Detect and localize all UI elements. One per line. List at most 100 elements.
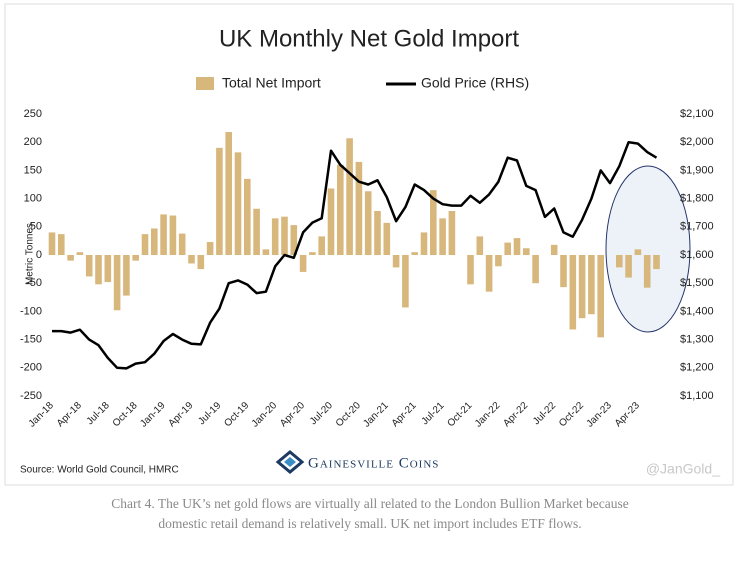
y2-tick-label: $2,000 bbox=[680, 136, 714, 148]
bar bbox=[504, 242, 511, 255]
y-tick-label: 250 bbox=[24, 108, 42, 120]
bar bbox=[113, 255, 121, 311]
y-tick-label: -200 bbox=[20, 362, 42, 374]
watermark: @JanGold_ bbox=[646, 461, 720, 477]
y-tick-label: -100 bbox=[20, 305, 42, 317]
bar bbox=[299, 255, 307, 272]
bar bbox=[151, 228, 158, 255]
x-tick-label: Jul-19 bbox=[196, 400, 223, 427]
legend-swatch bbox=[196, 77, 214, 90]
x-tick-label: Apr-23 bbox=[613, 400, 642, 429]
bar bbox=[523, 248, 530, 255]
y-tick-label: 50 bbox=[30, 221, 42, 233]
x-tick-label: Jan-23 bbox=[585, 400, 615, 430]
bar bbox=[643, 255, 651, 288]
legend-label: Gold Price (RHS) bbox=[421, 75, 529, 91]
y-tick-label: -50 bbox=[26, 277, 42, 289]
x-tick-label: Apr-19 bbox=[166, 400, 195, 429]
legend-label: Total Net Import bbox=[222, 75, 321, 91]
bar bbox=[588, 255, 595, 315]
bar bbox=[234, 152, 242, 255]
price-line bbox=[52, 140, 658, 370]
bar bbox=[383, 222, 391, 255]
bar bbox=[48, 232, 56, 255]
x-tick-label: Oct-22 bbox=[557, 400, 586, 429]
bar bbox=[448, 211, 456, 255]
x-tick-label: Jan-20 bbox=[250, 400, 280, 430]
bar bbox=[67, 255, 74, 261]
y2-tick-label: $1,200 bbox=[680, 362, 714, 374]
y2-tick-label: $1,100 bbox=[680, 390, 714, 402]
chart: UK Monthly Net Gold Import Total Net Imp… bbox=[4, 3, 734, 486]
bar bbox=[318, 236, 325, 255]
x-tick-label: Jan-18 bbox=[27, 400, 57, 430]
x-tick-label: Apr-18 bbox=[55, 400, 84, 429]
x-tick-label: Apr-21 bbox=[390, 400, 419, 429]
bar bbox=[653, 255, 660, 270]
bar bbox=[262, 249, 270, 255]
caption: Chart 4. The UK’s net gold flows are vir… bbox=[111, 496, 629, 531]
bar bbox=[467, 255, 474, 285]
bar bbox=[616, 255, 623, 268]
bar bbox=[95, 255, 102, 285]
bar bbox=[337, 164, 344, 255]
bar bbox=[346, 138, 353, 255]
bar bbox=[597, 255, 604, 338]
bar bbox=[374, 211, 381, 255]
x-tick-label: Jan-21 bbox=[361, 400, 391, 430]
bar bbox=[476, 236, 484, 255]
bar bbox=[485, 255, 493, 292]
bar bbox=[169, 215, 177, 255]
y-tick-label: 100 bbox=[24, 193, 42, 205]
bar bbox=[420, 232, 428, 255]
bar bbox=[569, 255, 577, 330]
bar bbox=[578, 255, 586, 319]
frame bbox=[4, 3, 734, 486]
bar bbox=[216, 147, 223, 255]
y2-tick-label: $1,400 bbox=[680, 305, 714, 317]
bar bbox=[550, 244, 558, 255]
x-tick-label: Apr-22 bbox=[501, 400, 530, 429]
bar bbox=[532, 255, 539, 284]
y2-tick-label: $1,700 bbox=[680, 221, 714, 233]
bar bbox=[271, 218, 279, 255]
bar bbox=[160, 214, 167, 255]
bar bbox=[58, 234, 65, 255]
bar bbox=[495, 255, 502, 267]
y2-tick-label: $1,600 bbox=[680, 249, 714, 261]
x-tick-label: Jul-18 bbox=[85, 400, 112, 427]
bar bbox=[281, 216, 288, 255]
bar bbox=[206, 242, 214, 255]
bar bbox=[141, 234, 149, 255]
bar bbox=[253, 208, 260, 255]
y-tick-label: 200 bbox=[24, 136, 42, 148]
bar bbox=[290, 225, 298, 255]
highlight-ellipse bbox=[605, 165, 691, 333]
bar bbox=[197, 255, 205, 270]
x-tick-label: Jan-19 bbox=[138, 400, 168, 430]
bar bbox=[411, 252, 418, 255]
x-tick-label: Jul-22 bbox=[531, 400, 558, 427]
y2-tick-label: $2,100 bbox=[680, 108, 714, 120]
logo-icon bbox=[275, 450, 305, 474]
y2-tick-label: $1,800 bbox=[680, 193, 714, 205]
bar bbox=[85, 255, 93, 277]
y2-tick-label: $1,900 bbox=[680, 164, 714, 176]
bar bbox=[392, 255, 400, 268]
y-tick-label: -250 bbox=[20, 390, 42, 402]
bar bbox=[355, 161, 363, 255]
x-tick-label: Oct-21 bbox=[445, 400, 474, 429]
bar bbox=[132, 255, 139, 261]
x-tick-label: Jan-22 bbox=[473, 400, 503, 430]
bar bbox=[225, 132, 232, 255]
y2-tick-label: $1,300 bbox=[680, 334, 714, 346]
bar bbox=[188, 255, 195, 264]
x-tick-label: Oct-19 bbox=[222, 400, 251, 429]
x-tick-label: Oct-18 bbox=[111, 400, 140, 429]
y-tick-label: 0 bbox=[36, 249, 42, 261]
bar bbox=[625, 255, 632, 278]
bar bbox=[402, 255, 409, 308]
y-axis-label: Metric Tonnes bbox=[25, 223, 36, 285]
x-tick-label: Oct-20 bbox=[334, 400, 363, 429]
